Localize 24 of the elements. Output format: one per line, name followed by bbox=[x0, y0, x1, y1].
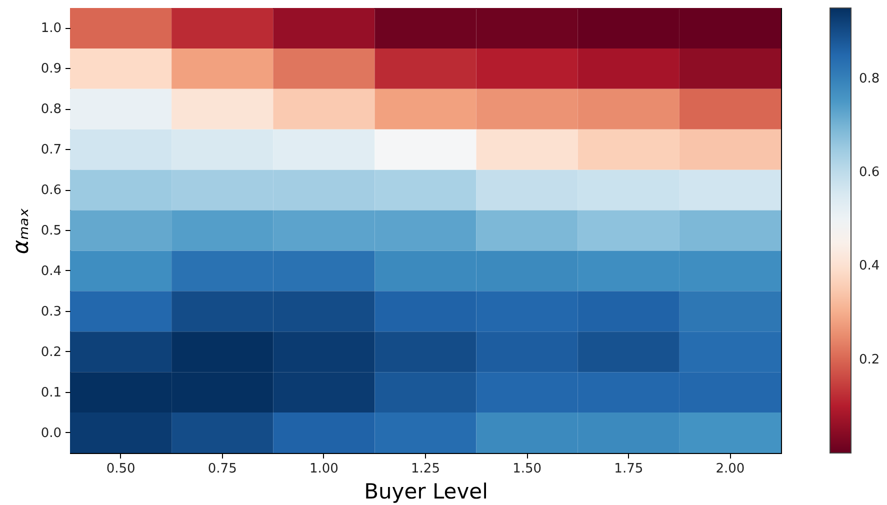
y-tick-label: 0.1 bbox=[40, 385, 62, 400]
x-tick-label: 0.75 bbox=[208, 462, 237, 476]
y-tick-label: 0.5 bbox=[40, 224, 62, 238]
y-axis-title: αₘₐₓ bbox=[8, 207, 34, 254]
y-tick-label: 0.4 bbox=[40, 264, 62, 279]
x-tick-label: 1.75 bbox=[614, 462, 644, 476]
y-tick-label: 0.0 bbox=[40, 426, 62, 441]
y-tick-label: 0.2 bbox=[40, 344, 62, 360]
y-tick-label: 1.0 bbox=[40, 21, 62, 36]
y-tick-label: 0.7 bbox=[40, 142, 62, 158]
color-bar-label: 0.4 bbox=[859, 258, 880, 274]
color-bar-label: 0.8 bbox=[859, 71, 880, 86]
y-tick-label: 0.8 bbox=[40, 102, 62, 118]
x-tick-label: 1.50 bbox=[512, 462, 542, 476]
y-tick-label: 0.6 bbox=[40, 183, 62, 198]
y-tick-label: 0.9 bbox=[40, 62, 62, 77]
color-bar-label: 0.2 bbox=[859, 352, 880, 368]
x-axis-title: Buyer Level bbox=[364, 480, 488, 504]
color-bar-label: 0.6 bbox=[859, 164, 880, 180]
y-tick-label: 0.3 bbox=[40, 304, 62, 320]
x-tick-label: 1.25 bbox=[411, 462, 440, 476]
x-tick-label: 0.50 bbox=[106, 462, 136, 476]
x-tick-label: 1.00 bbox=[309, 462, 338, 476]
x-tick-label: 2.00 bbox=[716, 462, 745, 476]
